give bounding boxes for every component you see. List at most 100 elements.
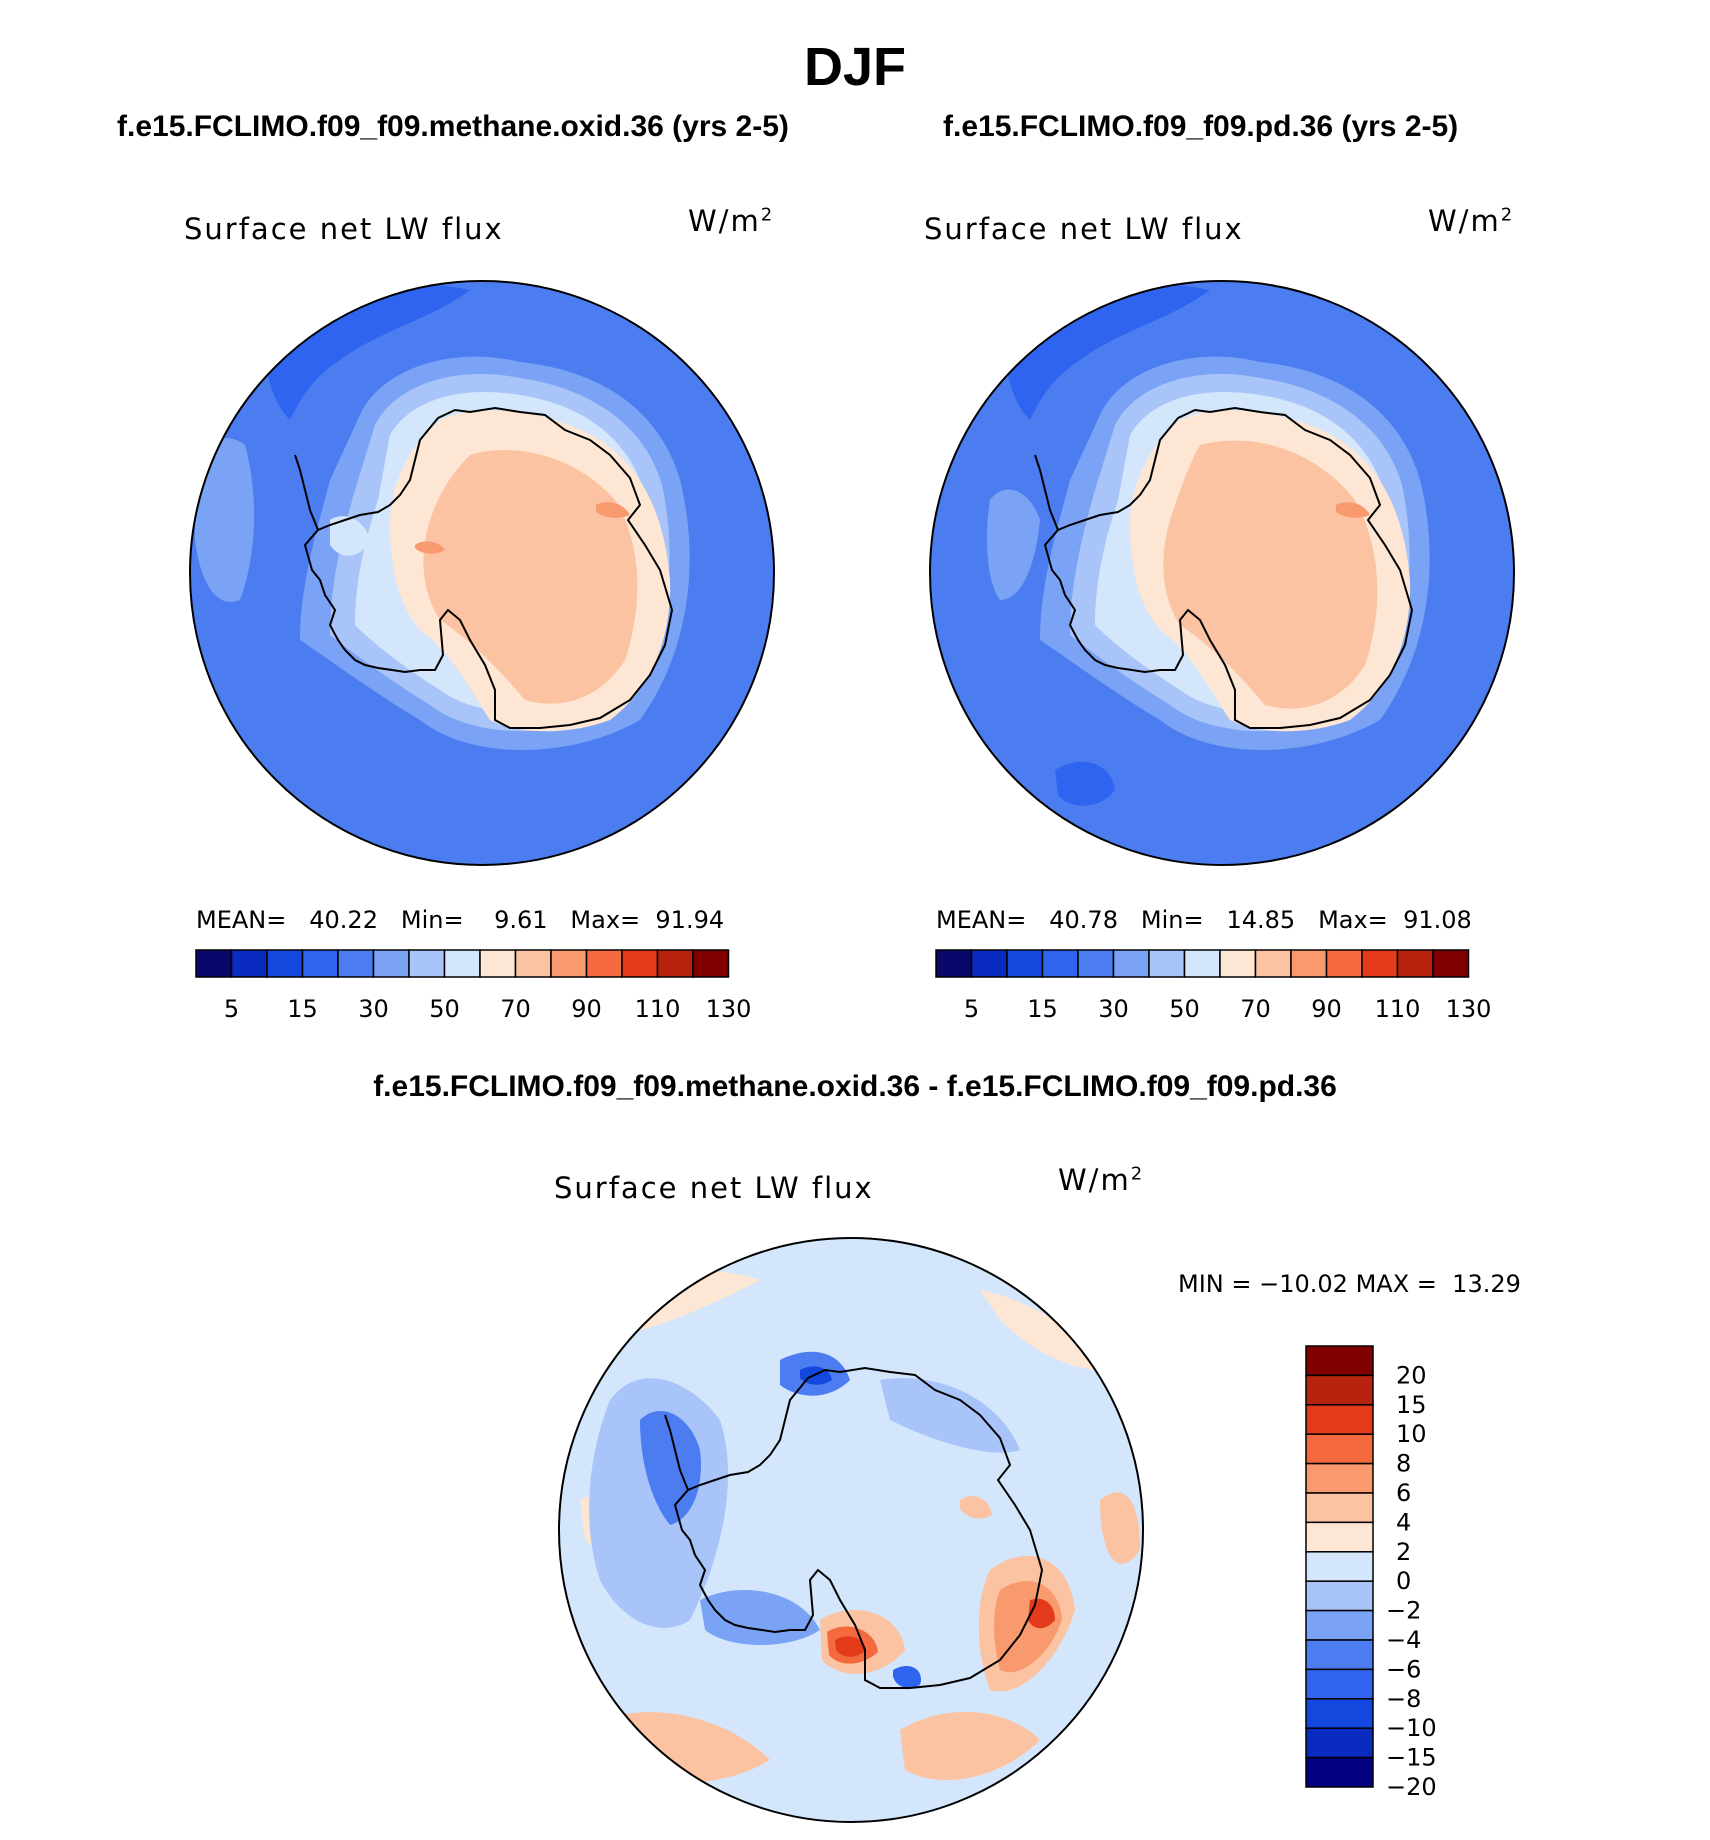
panel1-colorbar-cell-9	[514, 949, 552, 978]
panel2-colorbar-cell-14	[1432, 949, 1470, 978]
diff-colorbar-cell-7	[1305, 1551, 1374, 1582]
panel1-colorbar-cell-2	[266, 949, 304, 978]
diff-colorbar-cell-14	[1305, 1756, 1374, 1788]
panel2-colorbar-cell-0	[935, 949, 973, 978]
panel1-mean: 40.22	[309, 906, 378, 934]
diff-max: 13.29	[1452, 1270, 1521, 1298]
panel2-colorbar-tick-label: 70	[1240, 995, 1271, 1023]
diff-colorbar-tick-label: 2	[1396, 1538, 1411, 1566]
diff-colorbar-cell-3	[1305, 1433, 1374, 1465]
panel2-colorbar-tick-label: 90	[1311, 995, 1342, 1023]
panel1-colorbar-tick-label: 90	[571, 995, 602, 1023]
diff-colorbar-cell-9	[1305, 1609, 1374, 1641]
panel1-max-label: Max=	[570, 906, 641, 934]
diff-max-label: MAX =	[1355, 1270, 1437, 1298]
panel1-colorbar-tick-label: 70	[500, 995, 531, 1023]
panel1-max: 91.94	[655, 906, 725, 934]
panel2-units-label: W/m2	[1428, 204, 1514, 238]
panel2-mean-label: MEAN=	[936, 906, 1027, 934]
panel1-colorbar-tick-label: 130	[706, 995, 752, 1023]
diff-pos-patch-13	[960, 1495, 992, 1519]
panel2-low-patch3	[987, 489, 1040, 600]
panel1-colorbar-tick-label: 50	[429, 995, 460, 1023]
panel2-colorbar-cell-9	[1254, 949, 1292, 978]
panel2-low-patch2	[1055, 761, 1115, 806]
panel2-min: 14.85	[1226, 906, 1296, 934]
panel1-coastline	[303, 406, 674, 729]
panel1-colorbar-cell-10	[550, 949, 588, 978]
diff-colorbar-cell-8	[1305, 1580, 1374, 1612]
panel2-colorbar-cell-11	[1325, 949, 1363, 978]
diff-neg-patch-2	[640, 1411, 701, 1525]
panel2-colorbar: 5 15 30 50 70 90 110 130	[935, 949, 1492, 1023]
diff-min-label: MIN =	[1178, 1270, 1252, 1298]
panel2-colorbar-cell-6	[1148, 949, 1186, 978]
panel1-colorbar-cell-11	[585, 949, 623, 978]
panel1-colorbar-tick-label: 30	[358, 995, 389, 1023]
panel2-stats: MEAN= 40.78 Min= 14.85 Max= 91.08	[936, 906, 1472, 934]
diff-pos-patch-9	[835, 1636, 866, 1657]
panel2-colorbar-tick-label: 110	[1375, 995, 1421, 1023]
diff-colorbar-tick-label: 6	[1396, 1479, 1411, 1507]
diff-pos-patch-2	[980, 1290, 1100, 1370]
panel2-mean: 40.78	[1049, 906, 1118, 934]
panel2-colorbar-cell-1	[970, 949, 1008, 978]
diff-units-label: W/m2	[1058, 1163, 1144, 1197]
panel1-units-label: W/m2	[688, 204, 774, 238]
panel1-mean-label: MEAN=	[196, 906, 287, 934]
panel2-land-med	[1163, 440, 1378, 709]
diff-run-title: f.e15.FCLIMO.f09_f09.methane.oxid.36 - f…	[373, 1070, 1337, 1103]
diff-neg-patch-5	[700, 1590, 820, 1645]
diff-map-border	[558, 1237, 1144, 1823]
diff-colorbar-tick-label: 20	[1396, 1361, 1427, 1389]
diff-colorbar-cell-5	[1305, 1492, 1374, 1524]
panel2-max: 91.08	[1403, 906, 1472, 934]
diff-pos-patch-6	[1100, 1492, 1140, 1564]
panel1-land-med	[423, 450, 638, 704]
diff-neg-patch-6	[880, 1378, 1020, 1453]
diff-colorbar-tick-label: −15	[1386, 1744, 1437, 1772]
diff-colorbar-cell-1	[1305, 1374, 1374, 1406]
panel2-hot-spot	[1336, 502, 1370, 518]
diff-colorbar-tick-label: −6	[1386, 1655, 1421, 1683]
diff-colorbar-cell-13	[1305, 1727, 1374, 1759]
panel1-hot-spot2	[415, 541, 445, 554]
panel1-colorbar-cell-13	[656, 949, 694, 978]
panel1-colorbar-cell-14	[692, 949, 730, 978]
panel1-min: 9.61	[494, 906, 548, 934]
panel1-map-border	[189, 280, 775, 866]
diff-colorbar-cell-10	[1305, 1639, 1374, 1671]
panel2-colorbar-cell-4	[1077, 949, 1115, 978]
diff-pos-patch-5	[900, 1711, 1040, 1780]
diff-neg-patch-7	[893, 1665, 921, 1688]
panel2-colorbar-cell-5	[1112, 949, 1150, 978]
panel2-colorbar-tick-label: 130	[1446, 995, 1492, 1023]
panel1-min-label: Min=	[400, 906, 464, 934]
diff-stats: MIN = −10.02 MAX = 13.29	[1178, 1270, 1521, 1298]
diff-min: −10.02	[1259, 1270, 1348, 1298]
panel2-colorbar-cell-12	[1361, 949, 1399, 978]
diff-peninsula-coast	[664, 1414, 689, 1491]
panel2-run-title: f.e15.FCLIMO.f09_f09.pd.36 (yrs 2-5)	[943, 110, 1459, 143]
panel1-peninsula-coast	[294, 454, 319, 531]
panel2-colorbar-cell-7	[1183, 949, 1221, 978]
panel2-colorbar-tick-label: 15	[1027, 995, 1058, 1023]
diff-colorbar-tick-label: −4	[1386, 1626, 1421, 1654]
panel1-colorbar-cell-5	[372, 949, 410, 978]
panel2-map-border	[929, 280, 1515, 866]
panel1-colorbar-cell-0	[195, 949, 233, 978]
panel2-min-label: Min=	[1140, 906, 1204, 934]
diff-units-exp: 2	[1130, 1163, 1145, 1185]
diff-colorbar-cell-4	[1305, 1462, 1374, 1494]
diff-colorbar-cell-0	[1305, 1345, 1374, 1377]
panel1-colorbar-cell-8	[479, 949, 517, 978]
panel1-colorbar-tick-label: 110	[635, 995, 681, 1023]
panel1-stats: MEAN= 40.22 Min= 9.61 Max= 91.94	[196, 906, 724, 934]
panel2-colorbar-tick-label: 50	[1169, 995, 1200, 1023]
panel2-colorbar-tick-label: 30	[1098, 995, 1129, 1023]
diff-colorbar-cell-6	[1305, 1521, 1374, 1553]
panel2-peninsula-coast	[1034, 454, 1059, 531]
panel1-colorbar-cell-7	[443, 949, 481, 978]
panel1-units: W/m	[688, 204, 761, 238]
